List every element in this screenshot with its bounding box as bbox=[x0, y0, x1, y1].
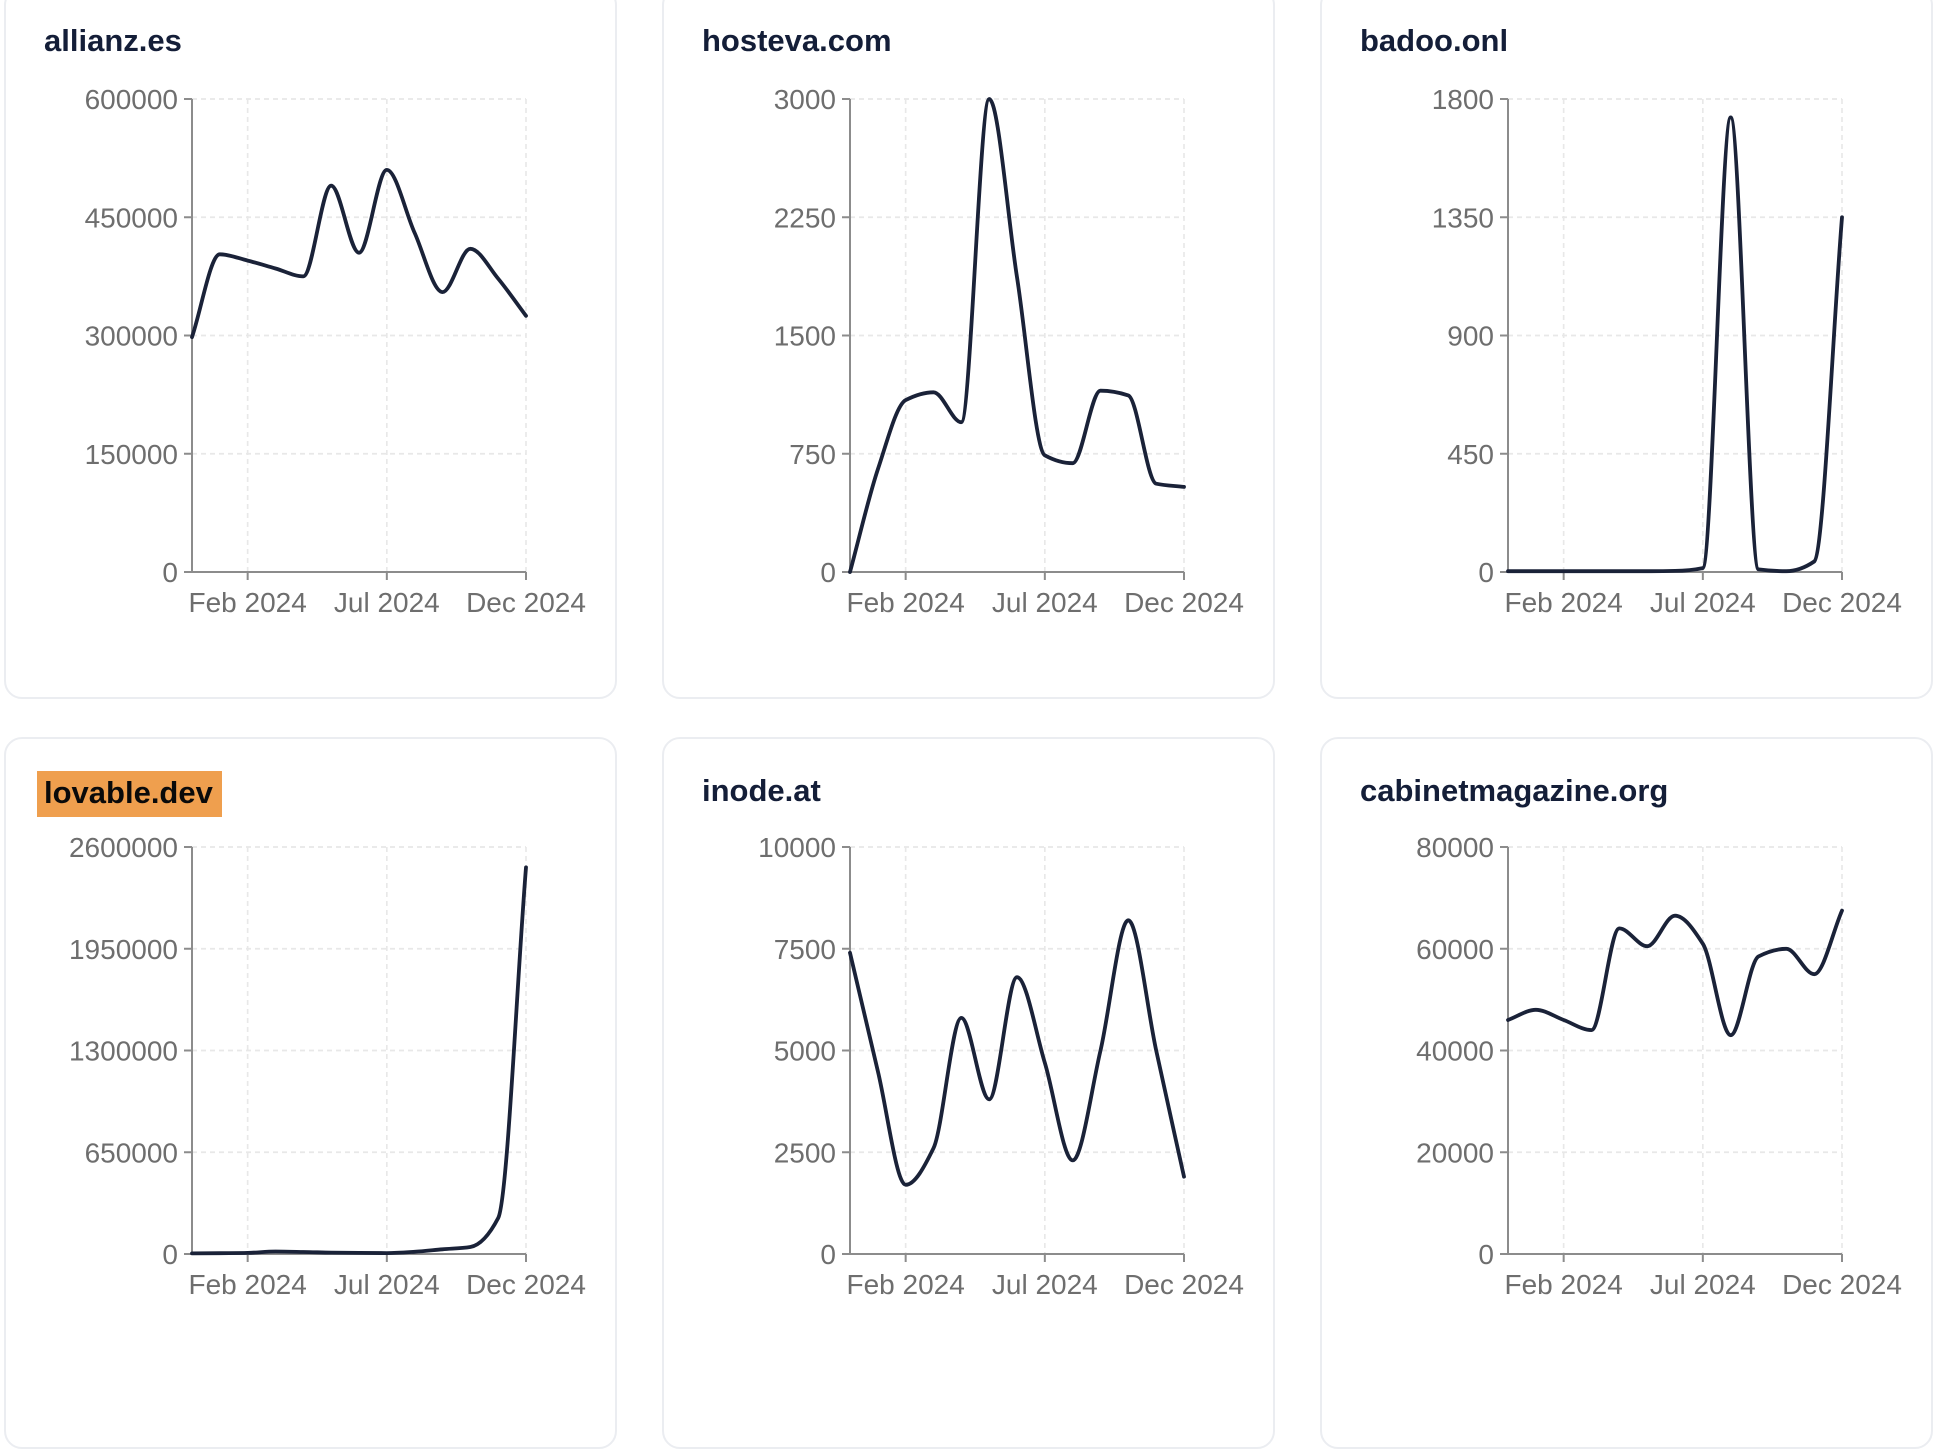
svg-text:5000: 5000 bbox=[774, 1036, 836, 1067]
chart-title: inode.at bbox=[702, 771, 821, 811]
svg-text:Dec 2024: Dec 2024 bbox=[1124, 587, 1244, 618]
chart-title-text: allianz.es bbox=[44, 23, 182, 58]
chart-title-text: cabinetmagazine.org bbox=[1360, 773, 1669, 808]
line-chart: 0 20000 40000 60000 80000 Feb 2024 Jul 2024 Dec… bbox=[1416, 832, 1902, 1300]
svg-text:Dec 2024: Dec 2024 bbox=[466, 1269, 586, 1300]
svg-text:80000: 80000 bbox=[1416, 832, 1494, 863]
svg-text:Jul 2024: Jul 2024 bbox=[1650, 1269, 1756, 1300]
svg-text:Jul 2024: Jul 2024 bbox=[992, 587, 1098, 618]
svg-text:7500: 7500 bbox=[774, 934, 836, 965]
svg-text:40000: 40000 bbox=[1416, 1036, 1494, 1067]
svg-text:0: 0 bbox=[1478, 557, 1494, 588]
chart-title-text: badoo.onl bbox=[1360, 23, 1509, 58]
svg-text:750: 750 bbox=[789, 439, 836, 470]
svg-text:450: 450 bbox=[1447, 439, 1494, 470]
line-chart: 0 650000 1300000 1950000 2600000 Feb 2024 Jul … bbox=[69, 832, 586, 1300]
svg-text:Jul 2024: Jul 2024 bbox=[334, 587, 440, 618]
line-chart: 0 150000 300000 450000 600000 Feb 2024 Jul 202… bbox=[85, 84, 586, 618]
svg-text:900: 900 bbox=[1447, 321, 1494, 352]
svg-text:60000: 60000 bbox=[1416, 934, 1494, 965]
svg-text:Jul 2024: Jul 2024 bbox=[1650, 587, 1756, 618]
chart-card-inode-at: inode.at 0 2500 5000 7500 10000 Feb 2024 Jul 2… bbox=[662, 737, 1275, 1449]
line-chart: 0 450 900 1350 1800 Feb 2024 Jul 2024 Dec 2024 bbox=[1432, 84, 1902, 618]
svg-text:2600000: 2600000 bbox=[69, 832, 178, 863]
svg-text:1500: 1500 bbox=[774, 321, 836, 352]
svg-text:0: 0 bbox=[1478, 1239, 1494, 1270]
svg-text:Feb 2024: Feb 2024 bbox=[847, 587, 965, 618]
svg-text:0: 0 bbox=[162, 1239, 178, 1270]
svg-text:Feb 2024: Feb 2024 bbox=[1505, 587, 1623, 618]
chart-card-allianz-es: allianz.es 0 150000 300000 450000 600000 Feb … bbox=[4, 0, 617, 699]
svg-text:20000: 20000 bbox=[1416, 1137, 1494, 1168]
svg-text:Feb 2024: Feb 2024 bbox=[1505, 1269, 1623, 1300]
svg-text:1800: 1800 bbox=[1432, 84, 1494, 115]
svg-text:150000: 150000 bbox=[85, 439, 178, 470]
svg-text:1950000: 1950000 bbox=[69, 934, 178, 965]
chart-title: hosteva.com bbox=[702, 21, 892, 61]
chart-card-hosteva-com: hosteva.com 0 750 1500 2250 3000 Feb 2024 Jul … bbox=[662, 0, 1275, 699]
chart-title-text: inode.at bbox=[702, 773, 821, 808]
svg-text:Dec 2024: Dec 2024 bbox=[1782, 1269, 1902, 1300]
svg-text:1350: 1350 bbox=[1432, 202, 1494, 233]
chart-card-lovable-dev: lovable.dev 0 650000 1300000 1950000 2600000… bbox=[4, 737, 617, 1449]
svg-text:Dec 2024: Dec 2024 bbox=[466, 587, 586, 618]
svg-text:Feb 2024: Feb 2024 bbox=[189, 1269, 307, 1300]
svg-text:300000: 300000 bbox=[85, 321, 178, 352]
svg-text:Feb 2024: Feb 2024 bbox=[847, 1269, 965, 1300]
svg-text:650000: 650000 bbox=[85, 1137, 178, 1168]
svg-text:Feb 2024: Feb 2024 bbox=[189, 587, 307, 618]
svg-text:Dec 2024: Dec 2024 bbox=[1124, 1269, 1244, 1300]
svg-text:1300000: 1300000 bbox=[69, 1036, 178, 1067]
chart-title: allianz.es bbox=[44, 21, 182, 61]
svg-text:10000: 10000 bbox=[758, 832, 836, 863]
svg-text:0: 0 bbox=[820, 1239, 836, 1270]
svg-text:3000: 3000 bbox=[774, 84, 836, 115]
chart-title: cabinetmagazine.org bbox=[1360, 771, 1668, 811]
chart-title-text: lovable.dev bbox=[37, 771, 222, 817]
chart-title: lovable.dev bbox=[37, 771, 222, 817]
chart-card-badoo-onl: badoo.onl 0 450 900 1350 1800 Feb 2024 Jul 202… bbox=[1320, 0, 1933, 699]
svg-text:0: 0 bbox=[162, 557, 178, 588]
svg-text:600000: 600000 bbox=[85, 84, 178, 115]
line-chart: 0 750 1500 2250 3000 Feb 2024 Jul 2024 Dec 2024 bbox=[774, 84, 1244, 618]
svg-text:0: 0 bbox=[820, 557, 836, 588]
svg-text:Dec 2024: Dec 2024 bbox=[1782, 587, 1902, 618]
chart-title-text: hosteva.com bbox=[702, 23, 892, 58]
svg-text:450000: 450000 bbox=[85, 202, 178, 233]
svg-text:Jul 2024: Jul 2024 bbox=[334, 1269, 440, 1300]
svg-text:Jul 2024: Jul 2024 bbox=[992, 1269, 1098, 1300]
svg-text:2250: 2250 bbox=[774, 202, 836, 233]
chart-card-cabinetmagazine-org: cabinetmagazine.org 0 20000 40000 60000 8000… bbox=[1320, 737, 1933, 1449]
chart-title: badoo.onl bbox=[1360, 21, 1508, 61]
line-chart: 0 2500 5000 7500 10000 Feb 2024 Jul 2024 Dec 20… bbox=[758, 832, 1244, 1300]
svg-text:2500: 2500 bbox=[774, 1137, 836, 1168]
